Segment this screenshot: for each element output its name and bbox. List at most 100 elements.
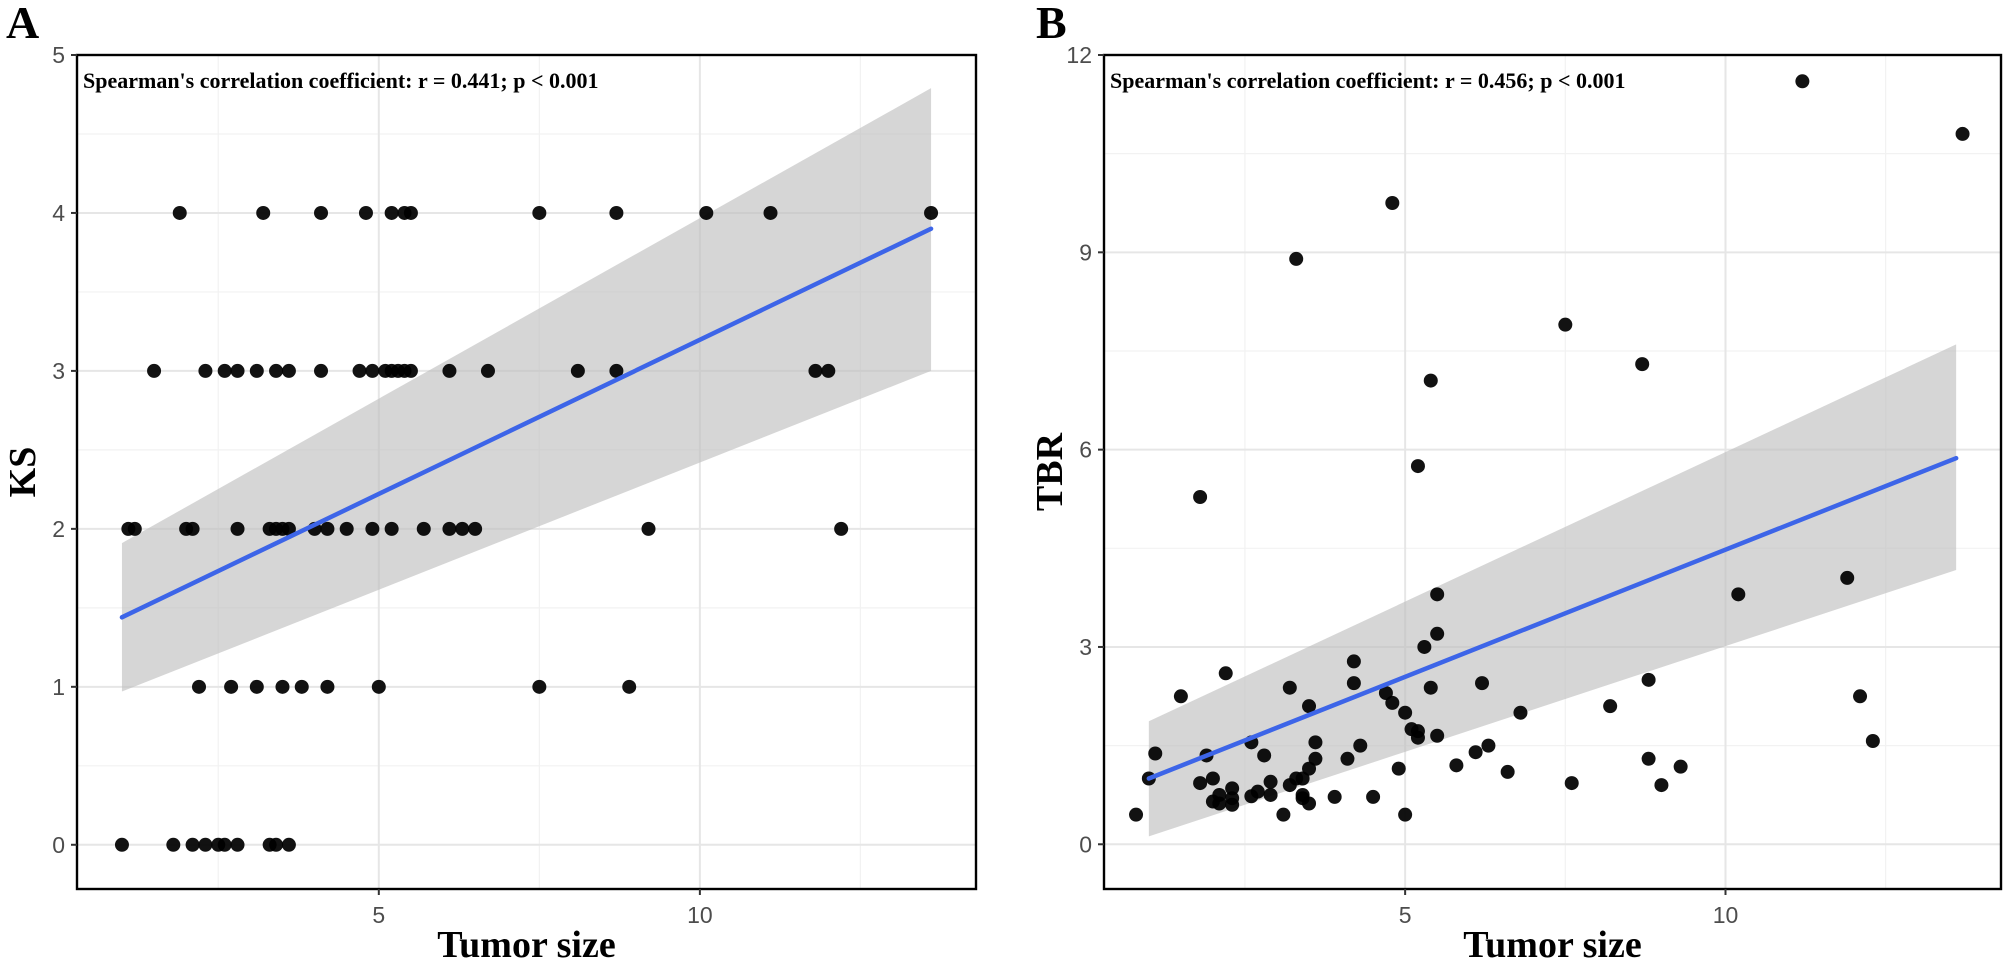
panel-b-data-point [1449,758,1464,773]
panel-b-data-point [1308,735,1323,750]
panel-b-data-point [1308,751,1323,766]
panel-b-data-point [1129,807,1144,822]
panel-a-data-point [622,679,637,694]
panel-b-data-point [1840,570,1855,585]
panel-a-data-point [249,363,264,378]
panel-a-regression-line [119,226,934,620]
panel-b-y-tick-label: 3 [1079,634,1092,660]
panel-b-data-point [1865,734,1880,749]
panel-b-data-point [1558,317,1573,332]
panel-a-y-tick-label: 5 [52,42,65,68]
panel-b-data-point [1366,789,1381,804]
panel-b-data-point [1263,774,1278,789]
panel-b-data-point [1212,796,1227,811]
panel-a-data-point [192,679,207,694]
panel-a-frame [75,53,978,891]
panel-a-y-tick-label: 1 [52,674,65,700]
panel-a-data-point [455,521,470,536]
panel-a-annotation: Spearman's correlation coefficient: r = … [83,68,599,93]
panel-a-data-point [217,837,232,852]
panel-a-data-point [198,837,213,852]
panel-a-data-point [230,521,245,536]
panel-a-tick-labels: 5 10 0 1 2 3 4 5 [52,42,712,928]
panel-b-data-point [1385,195,1400,210]
panel-b-data-point [1263,787,1278,802]
panel-b-data-point [1955,126,1970,141]
panel-a-data-point [480,363,495,378]
panel-a-data-point [442,521,457,536]
panel-b-data-point [1289,251,1304,266]
panel-a-confidence-band-group [121,88,932,692]
panel-b-annotation: Spearman's correlation coefficient: r = … [1110,68,1626,93]
panel-a-data-point [224,679,239,694]
panel-b-data-point [1346,676,1361,691]
panel-b-frame [1102,53,2003,891]
panel-a-data-point [609,363,624,378]
panel-a-data-point [166,837,181,852]
panel-a-data-point [403,363,418,378]
panel-a-x-tick-label: 5 [372,902,385,928]
panel-a-data-point [532,205,547,220]
panel-a-data-point [185,521,200,536]
panel-b-y-tick-label: 6 [1079,437,1092,463]
panel-b-data-point [1276,807,1291,822]
panel-b-points [1129,74,1970,822]
panel-b-data-point [1340,751,1355,766]
panel-b-data-point [1423,373,1438,388]
panel-a-data-point [403,205,418,220]
panel-a-data-point [699,205,714,220]
panel-b-data-point [1423,680,1438,695]
panel-b-data-point [1513,705,1528,720]
panel-b-data-point [1148,746,1163,761]
panel-a-data-point [281,363,296,378]
panel-a-data-point [198,363,213,378]
panel-a-y-tick-label: 2 [52,516,65,542]
panel-a-data-point [281,837,296,852]
panel-b-data-point [1481,738,1496,753]
panel-a-data-point [468,521,483,536]
panel-b-data-point [1398,705,1413,720]
panel-a-fit-group [119,226,934,620]
panel-a-y-axis-title: KS [2,447,44,498]
panel-b-data-point [1391,761,1406,776]
panel-a-data-point [256,205,271,220]
panel-a-data-point [442,363,457,378]
panel-a-data-point [384,521,399,536]
panel-b-data-point [1398,807,1413,822]
panel-a-data-point [147,363,162,378]
panel-a-data-point [314,205,329,220]
panel-a-data-point [808,363,823,378]
panel-b-data-point [1282,680,1297,695]
panel-a: A 5 10 0 1 2 3 4 5 Spearman's correlation coeff… [2,0,978,960]
panel-b-data-point [1327,789,1342,804]
panel-b-data-point [1225,781,1240,796]
panel-a-data-point [834,521,849,536]
panel-b-data-point [1225,791,1240,806]
panel-b-data-point [1417,639,1432,654]
panel-b-data-point [1385,695,1400,710]
panel-b-data-point [1430,626,1445,641]
panel-b-data-point [1603,699,1618,714]
panel-b-data-point [1475,676,1490,691]
panel-a-y-tick-label: 0 [52,832,65,858]
panel-a-data-point [314,363,329,378]
panel-b-data-point [1673,759,1688,774]
panel-b-y-tick-label: 12 [1066,42,1092,68]
panel-b-data-point [1410,459,1425,474]
panel-b-data-point [1218,666,1233,681]
panel-a-y-tick-label: 3 [52,358,65,384]
panel-a-data-point [269,837,284,852]
panel-b-fit-group [1146,455,1959,781]
panel-a-data-point [365,363,380,378]
panel-a-data-point [185,837,200,852]
panel-a-data-point [230,837,245,852]
panel-b-data-point [1173,689,1188,704]
panel-a-data-point [249,679,264,694]
panel-a-data-point [294,679,309,694]
panel-b-data-point [1731,587,1746,602]
panel-a-x-axis-title: Tumor size [437,924,615,960]
panel-a-data-point [114,837,129,852]
panel-b-letter: B [1036,0,1067,48]
panel-a-data-point [172,205,187,220]
